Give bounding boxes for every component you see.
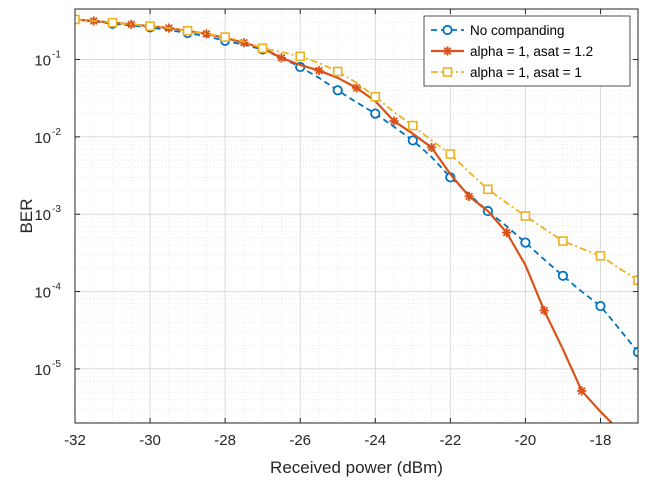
series-2-marker [426,142,437,153]
series-2-marker [389,116,399,126]
y-tick-label: 10 [34,207,51,224]
legend: No companding alpha = 1, asat = 1.2 alpha … [423,15,631,87]
series-2 [75,16,614,423]
series-layer [75,14,638,423]
series-2-marker [539,305,549,316]
y-tick-exponent: -5 [52,359,61,370]
x-tick-label: -26 [289,432,311,449]
series-2-marker [351,83,362,93]
y-tick-exponent: -2 [52,127,61,138]
y-tick-exponent: -4 [52,282,61,293]
y-tick-label: 10 [34,285,51,302]
x-tick-label: -22 [439,432,461,449]
legend-marker [442,24,453,36]
legend-entry: No companding [431,23,565,38]
grid [74,9,639,424]
series-2-marker [276,53,287,63]
series-3-marker [633,275,638,286]
series-3-marker [332,66,343,77]
x-axis-label: Received power (dBm) [270,458,443,477]
legend-label: No companding [470,23,565,38]
series-1-marker [595,300,606,312]
legend-label: alpha = 1, asat = 1.2 [470,44,593,59]
series-2-marker [239,38,249,48]
series-2-marker [464,191,474,202]
series-3-line [75,18,638,282]
series-1-marker [332,85,343,96]
y-tick-label: 10 [34,53,51,70]
series-2-marker [314,65,324,76]
series-3-marker [407,120,418,131]
series-3-marker [107,17,118,28]
x-tick-label: -30 [139,432,161,449]
legend-label: alpha = 1, asat = 1 [470,65,582,80]
series-3-marker [75,14,80,25]
series-3-marker [220,32,230,42]
series-1-marker [557,270,569,281]
y-tick-label: 10 [34,130,51,147]
x-tick-label: -32 [64,432,86,449]
series-3-marker [520,211,531,221]
series-3-marker [182,26,193,36]
series-3-marker [483,184,493,195]
series-3-marker [257,43,268,54]
legend-marker [442,46,453,56]
series-3 [75,14,638,286]
plot-frame [74,8,639,424]
series-2-marker [577,386,587,396]
legend-entry: alpha = 1, asat = 1.2 [431,44,593,59]
legend-entry: alpha = 1, asat = 1 [431,65,582,80]
series-3-marker [595,251,606,261]
series-3-marker [370,91,381,102]
x-tick-label: -20 [515,432,537,449]
legend-marker [442,67,453,77]
tick-labels: -32 -30 -28 -26 -24 -22 -20 -1810-110-210-310-4… [34,50,611,449]
series-2-marker [201,29,211,39]
y-axis-label: BER [17,199,36,234]
series-3-marker [295,51,306,62]
series-1-marker [520,237,531,248]
x-tick-label: -18 [590,432,612,449]
series-3-marker [445,149,456,159]
x-tick-label: -24 [364,432,386,449]
ticks [74,9,638,423]
series-1-marker [407,135,418,146]
series-3-marker [558,236,568,246]
series-1-marker [370,108,381,119]
x-tick-label: -28 [214,432,236,449]
series-3-marker [145,21,155,31]
series-2-marker [502,227,512,238]
y-tick-exponent: -1 [52,50,61,61]
y-tick-label: 10 [34,362,51,379]
y-tick-exponent: -3 [52,204,61,215]
